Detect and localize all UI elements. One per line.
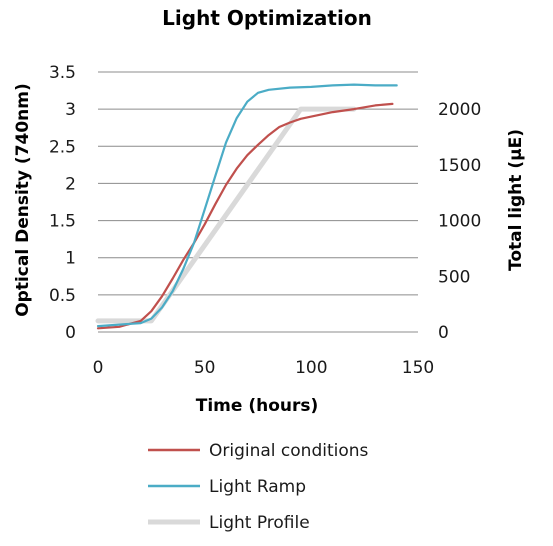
y-tick-labels: 0 0.5 1 1.5 2 2.5 3 3.5 <box>49 63 76 343</box>
series-line-1 <box>96 83 398 328</box>
y-tick-label: 3 <box>65 100 76 120</box>
y-tick-label: 0.5 <box>49 286 76 306</box>
y2-tick-labels: 0 500 1000 1500 2000 <box>438 100 481 343</box>
y-tick-label: 2.5 <box>49 137 76 157</box>
x-tick-label: 150 <box>402 358 434 378</box>
y2-tick-label: 2000 <box>438 100 481 120</box>
chart-title: Light Optimization <box>162 6 372 30</box>
x-tick-label: 0 <box>93 358 104 378</box>
legend: Original conditions Light Ramp Light Profi… <box>148 441 369 533</box>
legend-label: Light Profile <box>209 513 310 533</box>
series-line-0 <box>96 102 394 330</box>
series-line-2 <box>95 106 357 324</box>
legend-item: Light Ramp <box>148 477 306 497</box>
y-tick-label: 0 <box>65 323 76 343</box>
legend-label: Original conditions <box>209 441 369 461</box>
y-tick-label: 1.5 <box>49 212 76 232</box>
series-lines <box>95 83 398 330</box>
x-axis-title: Time (hours) <box>196 396 319 416</box>
x-tick-label: 100 <box>295 358 327 378</box>
legend-item: Light Profile <box>148 513 310 533</box>
legend-item: Original conditions <box>148 441 369 461</box>
x-tick-labels: 0 50 100 150 <box>93 358 435 378</box>
y-axis-title: Optical Density (740nm) <box>13 83 33 317</box>
y-tick-label: 3.5 <box>49 63 76 83</box>
y-tick-label: 1 <box>65 249 76 269</box>
y2-tick-label: 0 <box>438 323 449 343</box>
y2-tick-label: 1000 <box>438 212 481 232</box>
legend-label: Light Ramp <box>209 477 306 497</box>
y2-tick-label: 500 <box>438 267 470 287</box>
y-tick-label: 2 <box>65 174 76 194</box>
y2-axis-title: Total light (µE) <box>506 129 526 271</box>
y2-tick-label: 1500 <box>438 156 481 176</box>
x-tick-label: 50 <box>194 358 216 378</box>
